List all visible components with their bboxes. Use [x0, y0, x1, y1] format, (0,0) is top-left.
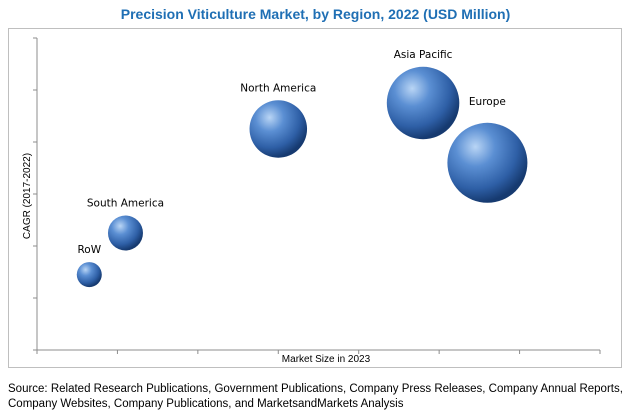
bubble-label: Europe [469, 96, 506, 108]
bubble-north-america [249, 100, 308, 158]
chart-frame [8, 28, 622, 368]
bubble-label: South America [87, 198, 164, 210]
bubbles: RoW South America North America Asia Pacifi… [76, 49, 528, 288]
x-axis-label: Market Size in 2023 [282, 354, 371, 365]
axes [33, 37, 601, 354]
bubble-south-america [107, 215, 143, 251]
bubble-label: RoW [77, 244, 101, 256]
bubble-chart: RoW South America North America Asia Pacifi… [22, 37, 601, 365]
y-axis-label: CAGR (2017-2022) [22, 153, 33, 239]
source-note: Source: Related Research Publications, G… [8, 383, 623, 410]
chart-title: Precision Viticulture Market, by Region,… [120, 6, 511, 22]
bubble-asia-pacific [386, 66, 460, 140]
bubble-europe [447, 122, 528, 203]
bubble-row [76, 262, 102, 288]
bubble-label: North America [240, 82, 316, 94]
bubble-label: Asia Pacific [394, 49, 453, 61]
